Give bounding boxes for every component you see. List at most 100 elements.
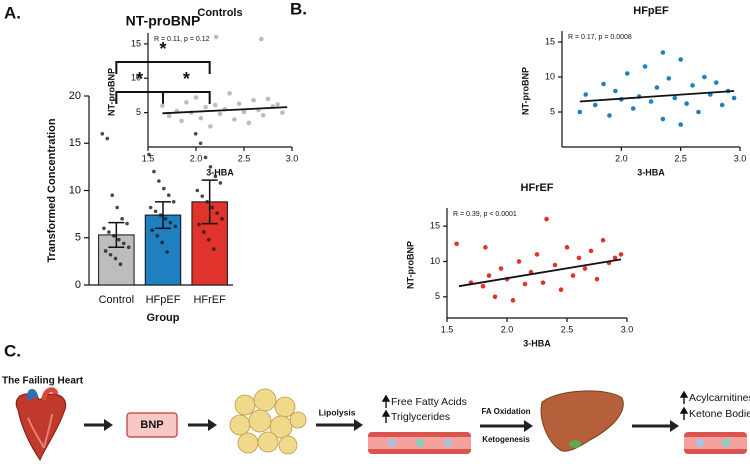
panel-label: C. bbox=[4, 341, 21, 360]
data-point bbox=[648, 99, 654, 104]
data-point bbox=[179, 118, 184, 124]
process-label: Ketogenesis bbox=[482, 435, 530, 444]
data-point bbox=[258, 36, 264, 42]
data-point bbox=[158, 213, 163, 217]
data-point bbox=[607, 113, 612, 118]
x-tick-label: HFpEF bbox=[146, 294, 181, 306]
x-axis-label: Group bbox=[147, 312, 180, 324]
data-point bbox=[660, 50, 666, 55]
process-label: Lipolysis bbox=[319, 407, 356, 417]
significance-label: * bbox=[159, 39, 166, 59]
diagram-title: The Failing Heart bbox=[2, 376, 84, 387]
x-tick-label: 3.0 bbox=[734, 153, 747, 163]
data-point bbox=[202, 230, 206, 234]
data-point bbox=[612, 255, 618, 261]
data-point bbox=[690, 83, 695, 88]
data-point bbox=[118, 262, 123, 267]
up-arrow bbox=[381, 394, 391, 423]
y-axis-label: Transformed Concentration bbox=[46, 118, 58, 263]
data-point bbox=[107, 230, 111, 234]
data-point bbox=[100, 132, 105, 136]
data-point bbox=[564, 245, 570, 250]
data-point bbox=[200, 194, 205, 198]
data-point bbox=[275, 102, 280, 107]
x-axis-label: 3-HBA bbox=[523, 338, 551, 348]
arrow bbox=[632, 420, 679, 432]
data-point bbox=[102, 226, 106, 231]
data-point bbox=[153, 209, 158, 214]
data-point bbox=[582, 266, 588, 271]
data-point bbox=[215, 211, 219, 215]
data-point bbox=[601, 81, 606, 87]
process-label: FA Oxidation bbox=[481, 407, 530, 416]
x-tick-label: 1.5 bbox=[441, 324, 454, 334]
data-point bbox=[207, 237, 211, 242]
x-tick-label: 2.0 bbox=[615, 153, 628, 163]
data-point bbox=[117, 237, 121, 242]
metabolite-label: Triglycerides bbox=[391, 411, 450, 423]
y-tick-label: 15 bbox=[69, 137, 81, 149]
data-point bbox=[540, 280, 546, 285]
data-point bbox=[195, 188, 200, 193]
data-point bbox=[121, 241, 126, 246]
significance-bracket bbox=[115, 91, 164, 104]
data-point bbox=[165, 250, 169, 254]
data-point bbox=[731, 95, 737, 101]
x-tick-label: HFrEF bbox=[193, 294, 226, 306]
data-point bbox=[510, 298, 516, 303]
y-tick-label: 10 bbox=[69, 184, 81, 196]
adipocyte-icon bbox=[229, 388, 307, 455]
data-point bbox=[592, 102, 598, 108]
trend-line bbox=[458, 258, 622, 288]
data-point bbox=[594, 276, 600, 282]
y-tick-label: 15 bbox=[430, 221, 440, 231]
data-point bbox=[480, 283, 486, 289]
data-point bbox=[103, 249, 108, 253]
y-tick-label: 20 bbox=[69, 90, 81, 102]
x-tick-label: 3.0 bbox=[286, 153, 299, 163]
y-tick-label: 15 bbox=[545, 36, 555, 46]
data-point bbox=[280, 110, 285, 115]
data-point bbox=[160, 240, 164, 245]
y-axis-label: NT-proBNP bbox=[520, 67, 530, 115]
data-point bbox=[483, 245, 488, 250]
data-point bbox=[265, 96, 271, 102]
data-point bbox=[552, 262, 558, 268]
y-tick-label: 10 bbox=[430, 256, 440, 266]
y-tick-label: 0 bbox=[75, 279, 81, 291]
data-point bbox=[498, 266, 504, 271]
data-point bbox=[147, 152, 151, 157]
data-point bbox=[251, 97, 256, 103]
data-point bbox=[120, 217, 124, 221]
data-point bbox=[600, 237, 606, 243]
data-point bbox=[160, 103, 165, 109]
data-point bbox=[173, 224, 178, 229]
y-tick-label: 10 bbox=[131, 73, 141, 83]
data-point bbox=[148, 205, 153, 210]
data-point bbox=[678, 122, 683, 127]
data-point bbox=[232, 117, 237, 122]
data-point bbox=[577, 109, 583, 115]
data-point bbox=[654, 85, 660, 90]
data-point bbox=[630, 106, 636, 111]
annotation: R = 0.11, p = 0.12 bbox=[154, 36, 210, 43]
significance-bracket bbox=[162, 91, 211, 104]
bnp-box bbox=[126, 412, 178, 438]
up-arrow bbox=[679, 390, 689, 420]
data-point bbox=[212, 102, 218, 108]
data-point bbox=[155, 234, 160, 238]
data-point bbox=[684, 101, 689, 106]
data-point bbox=[193, 95, 199, 100]
data-point bbox=[576, 255, 582, 261]
y-tick-label: 15 bbox=[131, 38, 141, 48]
data-point bbox=[150, 228, 155, 232]
arrow bbox=[316, 419, 363, 431]
chart-title: NT-proBNP bbox=[126, 13, 201, 29]
data-point bbox=[486, 273, 492, 278]
data-point bbox=[193, 132, 198, 136]
x-axis-label: 3-HBA bbox=[637, 167, 665, 177]
annotation: R = 0.39, p < 0.0001 bbox=[453, 211, 517, 218]
data-point bbox=[198, 115, 204, 121]
x-tick-label: 2.5 bbox=[238, 153, 251, 163]
